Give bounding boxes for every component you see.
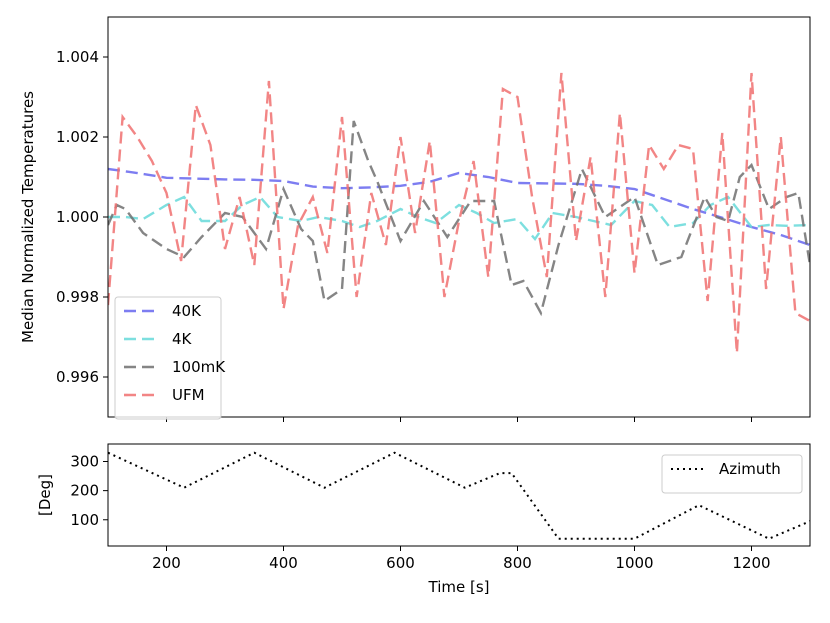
y-tick-label-3: 1.002 — [56, 128, 99, 146]
bottom-x-axis-label: Time [s] — [428, 578, 490, 596]
y-tick-label-2: 300 — [70, 452, 99, 470]
x-tick-label-600: 600 — [386, 554, 415, 572]
y-tick-label-1: 200 — [70, 482, 99, 500]
y-tick-label-2: 1.000 — [56, 208, 99, 226]
legend-label-azimuth: Azimuth — [719, 460, 781, 478]
y-tick-label-0: 100 — [70, 511, 99, 529]
y-tick-label-0: 0.996 — [56, 368, 99, 386]
legend-label-4k: 4K — [172, 330, 193, 348]
y-tick-label-4: 1.004 — [56, 48, 99, 66]
series-line-100mk — [108, 120, 810, 317]
legend-label-100mk: 100mK — [172, 358, 226, 376]
y-tick-label-1: 0.998 — [56, 288, 99, 306]
series-line-40k — [108, 167, 810, 247]
x-tick-label-1200: 1200 — [732, 554, 770, 572]
x-tick-label-800: 800 — [503, 554, 532, 572]
series-line-azimuth — [108, 451, 810, 540]
x-tick-label-1000: 1000 — [615, 554, 653, 572]
bottom-y-axis-label: [Deg] — [36, 474, 54, 516]
legend-label-ufm: UFM — [172, 386, 205, 404]
top-y-axis-label: Median Normalized Temperatures — [19, 91, 37, 343]
x-tick-label-400: 400 — [269, 554, 298, 572]
legend-label-40k: 40K — [172, 302, 202, 320]
series-line-4k — [108, 195, 810, 241]
x-tick-label-200: 200 — [152, 554, 181, 572]
series-line-ufm — [108, 72, 810, 354]
top-legend-box — [114, 296, 222, 420]
top-temperature-axes: 0.996 0.998 1.000 1.002 1.004 Median Normaliz… — [19, 16, 811, 422]
bottom-legend-box — [661, 454, 803, 494]
bottom-azimuth-axes: 200 400 600 800 1000 1200 100 200 300 [Deg] Time [… — [36, 443, 811, 596]
bottom-frame — [107, 443, 811, 547]
